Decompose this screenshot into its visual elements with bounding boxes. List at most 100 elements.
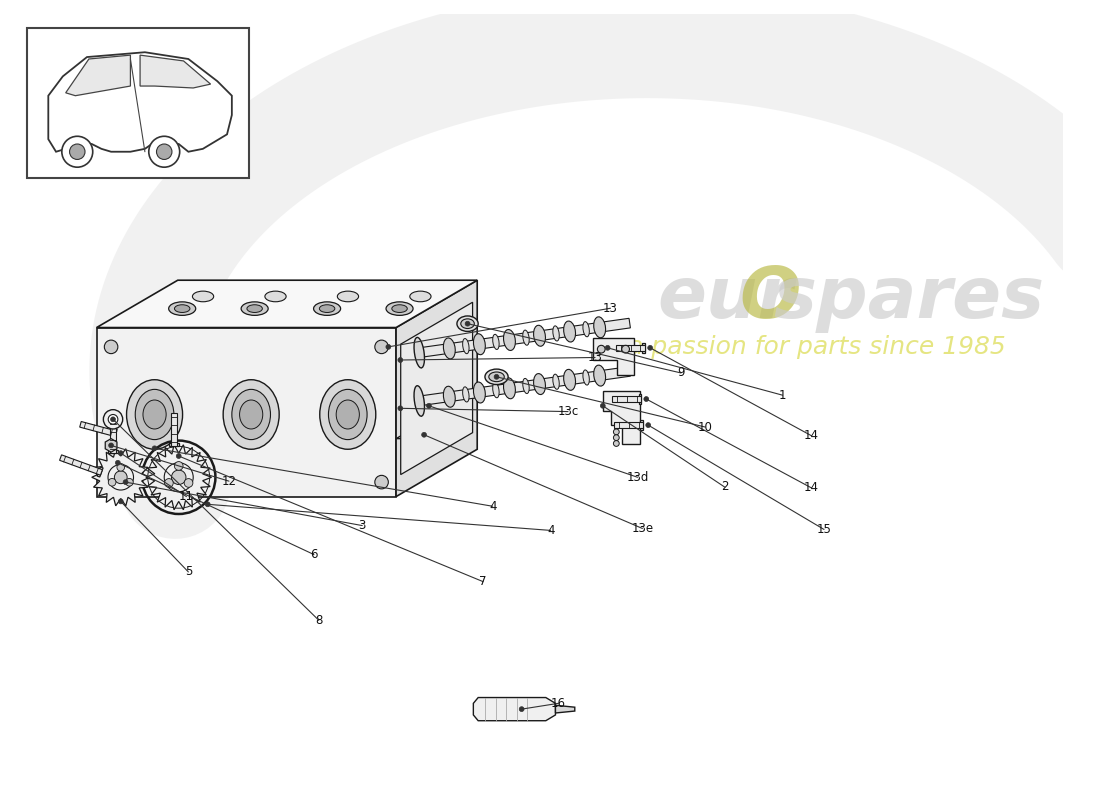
Ellipse shape	[456, 316, 478, 331]
Polygon shape	[594, 365, 606, 386]
Circle shape	[123, 480, 128, 485]
Polygon shape	[615, 422, 644, 428]
Polygon shape	[563, 321, 575, 342]
Ellipse shape	[314, 302, 341, 315]
Text: 16: 16	[551, 697, 565, 710]
Ellipse shape	[386, 302, 414, 315]
Text: a passion for parts since 1985: a passion for parts since 1985	[628, 335, 1005, 359]
Circle shape	[117, 463, 124, 471]
Text: 1: 1	[779, 389, 786, 402]
Ellipse shape	[246, 305, 263, 313]
Text: 11: 11	[179, 490, 194, 503]
Ellipse shape	[175, 305, 190, 313]
Circle shape	[148, 136, 179, 167]
Polygon shape	[493, 334, 499, 350]
FancyBboxPatch shape	[28, 28, 250, 178]
Ellipse shape	[430, 355, 446, 386]
Circle shape	[465, 322, 470, 326]
Ellipse shape	[338, 291, 359, 302]
Circle shape	[164, 462, 194, 492]
Polygon shape	[59, 455, 102, 475]
Polygon shape	[563, 370, 575, 390]
Circle shape	[375, 340, 388, 354]
Ellipse shape	[240, 400, 263, 429]
Circle shape	[614, 429, 619, 434]
Circle shape	[184, 478, 192, 487]
Ellipse shape	[485, 369, 508, 385]
Polygon shape	[638, 394, 641, 404]
Polygon shape	[603, 391, 639, 445]
Circle shape	[644, 397, 649, 402]
Circle shape	[519, 706, 524, 711]
Polygon shape	[79, 422, 117, 437]
Circle shape	[103, 410, 123, 429]
Circle shape	[621, 346, 629, 353]
Polygon shape	[108, 450, 118, 453]
Ellipse shape	[126, 380, 183, 450]
Ellipse shape	[456, 348, 465, 367]
Ellipse shape	[329, 390, 367, 440]
Circle shape	[421, 432, 427, 437]
Polygon shape	[419, 318, 630, 358]
Text: 5: 5	[185, 566, 192, 578]
Polygon shape	[443, 386, 455, 407]
Polygon shape	[556, 706, 575, 713]
Circle shape	[398, 358, 403, 362]
Ellipse shape	[433, 361, 442, 381]
Polygon shape	[396, 280, 477, 497]
Circle shape	[62, 136, 92, 167]
Ellipse shape	[192, 291, 213, 302]
Polygon shape	[91, 449, 150, 506]
Polygon shape	[66, 55, 131, 96]
Ellipse shape	[320, 380, 376, 450]
Polygon shape	[640, 420, 643, 430]
Ellipse shape	[461, 319, 474, 329]
Polygon shape	[613, 396, 641, 402]
Polygon shape	[522, 378, 529, 394]
Circle shape	[108, 414, 118, 424]
Circle shape	[156, 144, 172, 159]
Polygon shape	[553, 326, 559, 341]
Polygon shape	[146, 445, 211, 510]
Circle shape	[114, 471, 128, 484]
Polygon shape	[473, 334, 485, 354]
Ellipse shape	[223, 380, 279, 450]
Polygon shape	[463, 338, 469, 354]
Circle shape	[165, 478, 173, 487]
Circle shape	[597, 346, 605, 353]
Ellipse shape	[265, 291, 286, 302]
Circle shape	[119, 450, 123, 455]
Text: 4: 4	[547, 524, 554, 537]
Polygon shape	[534, 374, 546, 394]
Text: 10: 10	[697, 421, 713, 434]
Polygon shape	[616, 345, 646, 350]
Text: 3: 3	[359, 519, 366, 532]
Ellipse shape	[168, 302, 196, 315]
Text: 13c: 13c	[558, 405, 579, 418]
Circle shape	[116, 460, 120, 466]
Text: 14: 14	[804, 430, 820, 442]
Polygon shape	[522, 330, 529, 346]
Polygon shape	[97, 280, 477, 327]
Polygon shape	[97, 467, 103, 477]
Polygon shape	[473, 382, 485, 403]
Text: 12: 12	[221, 474, 236, 488]
Ellipse shape	[337, 400, 360, 429]
Polygon shape	[414, 386, 425, 416]
Text: 13e: 13e	[631, 522, 653, 535]
Text: O: O	[739, 264, 801, 333]
Text: 13: 13	[587, 351, 603, 364]
Polygon shape	[593, 338, 634, 375]
Polygon shape	[112, 428, 118, 438]
Circle shape	[175, 462, 183, 470]
Text: 9: 9	[678, 366, 685, 379]
Polygon shape	[97, 327, 396, 497]
Polygon shape	[419, 366, 630, 406]
Polygon shape	[583, 370, 590, 385]
Polygon shape	[583, 322, 590, 337]
Polygon shape	[170, 413, 177, 446]
Polygon shape	[140, 55, 210, 88]
Polygon shape	[443, 338, 455, 359]
Polygon shape	[534, 326, 546, 346]
Polygon shape	[106, 438, 117, 452]
